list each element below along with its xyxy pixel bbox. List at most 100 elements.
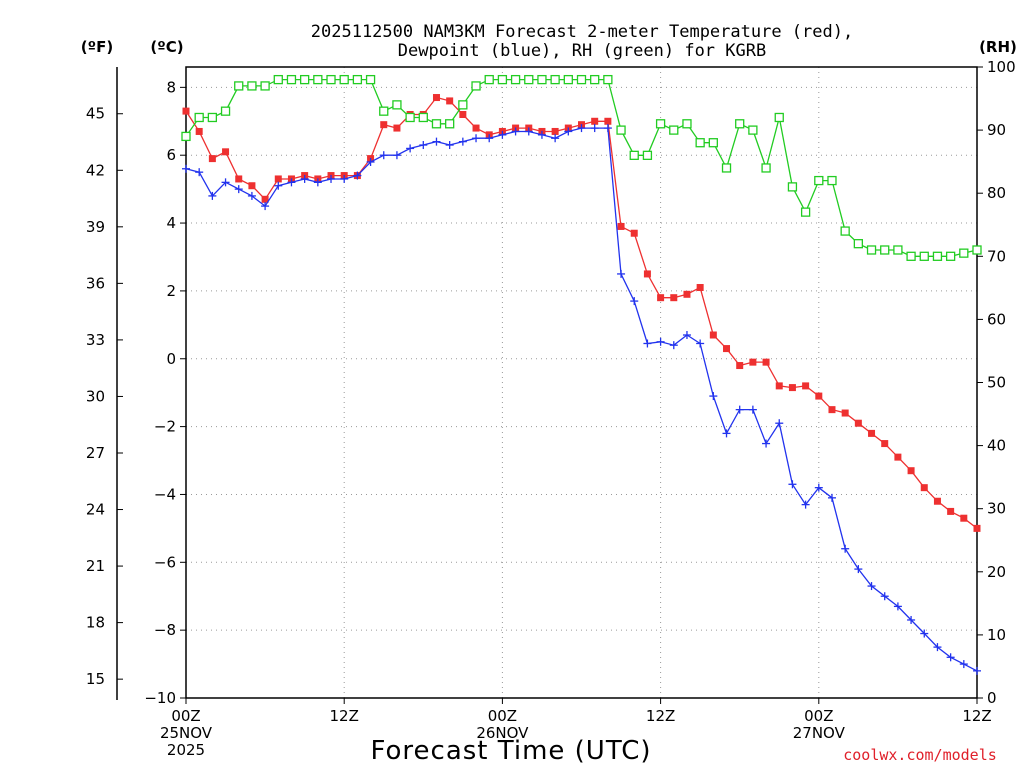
fahrenheit-tick-label: 39 bbox=[86, 218, 105, 236]
dewpoint-point bbox=[669, 341, 678, 350]
chart-title-line1: 2025112500 NAM3KM Forecast 2-meter Tempe… bbox=[311, 22, 853, 42]
fahrenheit-tick-label: 33 bbox=[86, 331, 105, 349]
tick-labels: −10−8−6−4−202468151821242730333639424501… bbox=[86, 58, 1016, 759]
dewpoint-point bbox=[551, 134, 560, 143]
rh-point bbox=[945, 251, 956, 261]
axes bbox=[116, 66, 983, 704]
dewpoint-point bbox=[524, 127, 533, 136]
rh-point bbox=[510, 74, 521, 85]
x-tick-label: 26NOV bbox=[476, 724, 529, 742]
dewpoint-point bbox=[801, 500, 810, 509]
rh-point bbox=[537, 74, 547, 85]
dewpoint-point bbox=[696, 339, 705, 348]
fahrenheit-tick-label: 27 bbox=[86, 444, 105, 462]
temperature-point bbox=[854, 419, 862, 427]
rh-point bbox=[181, 131, 191, 142]
rh-tick-label: 100 bbox=[987, 58, 1016, 76]
temperature-series bbox=[182, 94, 981, 532]
rh-point bbox=[880, 245, 890, 255]
rh-point bbox=[959, 248, 969, 258]
dewpoint-point bbox=[511, 127, 520, 136]
rh-point bbox=[748, 125, 758, 135]
temperature-point bbox=[933, 497, 941, 505]
rh-point bbox=[524, 74, 534, 85]
dewpoint-point bbox=[564, 127, 573, 136]
dewpoint-point bbox=[814, 483, 823, 492]
temperature-point bbox=[973, 524, 981, 532]
rh-series bbox=[181, 74, 982, 261]
rh-point bbox=[642, 150, 653, 160]
rh-point bbox=[603, 74, 613, 85]
dewpoint-point bbox=[261, 202, 270, 211]
temperature-point bbox=[828, 406, 836, 414]
rh-point bbox=[787, 182, 798, 192]
temperature-point bbox=[235, 175, 243, 183]
dewpoint-point bbox=[182, 164, 190, 173]
x-tick-label: 12Z bbox=[330, 707, 359, 725]
dewpoint-point bbox=[366, 157, 375, 166]
temperature-point bbox=[920, 484, 928, 492]
x-tick-label: 12Z bbox=[962, 707, 991, 725]
rh-point bbox=[471, 81, 481, 91]
celsius-tick-label: −4 bbox=[154, 485, 176, 503]
rh-point bbox=[365, 74, 376, 85]
gridlines bbox=[186, 67, 977, 698]
dewpoint-point bbox=[907, 615, 916, 624]
dewpoint-point bbox=[472, 134, 481, 143]
dewpoint-point bbox=[748, 405, 757, 414]
fahrenheit-tick-label: 42 bbox=[86, 161, 105, 179]
temperature-point bbox=[775, 382, 783, 390]
rh-point bbox=[247, 81, 257, 91]
dewpoint-series bbox=[182, 124, 981, 675]
temperature-point bbox=[248, 182, 256, 190]
dewpoint-point bbox=[682, 331, 691, 340]
rh-point bbox=[379, 106, 389, 116]
rh-point bbox=[761, 163, 771, 173]
dewpoint-point bbox=[419, 141, 428, 150]
temperature-point bbox=[261, 195, 269, 203]
rh-point bbox=[273, 74, 283, 85]
credit-text: coolwx.com/models bbox=[843, 746, 997, 764]
temperature-point bbox=[815, 392, 823, 400]
dewpoint-point bbox=[234, 185, 243, 194]
x-tick-label: 00Z bbox=[804, 707, 833, 725]
rh-tick-label: 30 bbox=[987, 500, 1006, 518]
dewpoint-point bbox=[392, 151, 401, 160]
dewpoint-point bbox=[643, 339, 652, 348]
dewpoint-point bbox=[617, 269, 626, 278]
dewpoint-point bbox=[590, 124, 599, 133]
rh-point bbox=[220, 106, 231, 116]
x-tick-label: 25NOV bbox=[160, 724, 213, 742]
rh-point bbox=[774, 112, 784, 123]
temperature-point bbox=[604, 117, 612, 125]
temperature-point bbox=[841, 409, 849, 417]
fahrenheit-tick-label: 24 bbox=[86, 501, 105, 519]
rh-tick-label: 70 bbox=[987, 247, 1006, 265]
rh-point bbox=[669, 125, 679, 135]
temperature-point bbox=[208, 155, 216, 163]
rh-point bbox=[616, 125, 626, 135]
dewpoint-line bbox=[185, 127, 978, 672]
celsius-tick-label: 2 bbox=[166, 282, 176, 300]
temperature-point bbox=[868, 429, 876, 437]
celsius-unit-label: (ºC) bbox=[150, 38, 183, 56]
x-tick-label: 00Z bbox=[488, 707, 517, 725]
rh-unit-label: (RH) bbox=[979, 38, 1017, 56]
dewpoint-point bbox=[458, 137, 467, 146]
rh-point bbox=[853, 239, 863, 249]
rh-point bbox=[814, 175, 824, 186]
rh-point bbox=[431, 119, 442, 129]
temperature-point bbox=[709, 331, 717, 339]
temperature-point bbox=[393, 124, 401, 132]
fahrenheit-tick-label: 36 bbox=[86, 274, 105, 292]
rh-point bbox=[800, 207, 811, 217]
x-axis-label: Forecast Time (UTC) bbox=[370, 736, 651, 766]
rh-point bbox=[735, 119, 745, 129]
dewpoint-point bbox=[577, 124, 586, 133]
dewpoint-point bbox=[656, 337, 665, 346]
rh-point bbox=[339, 74, 349, 85]
dewpoint-point bbox=[827, 493, 836, 502]
dewpoint-point bbox=[973, 666, 981, 675]
dewpoint-point bbox=[735, 405, 744, 414]
rh-point bbox=[497, 74, 508, 85]
